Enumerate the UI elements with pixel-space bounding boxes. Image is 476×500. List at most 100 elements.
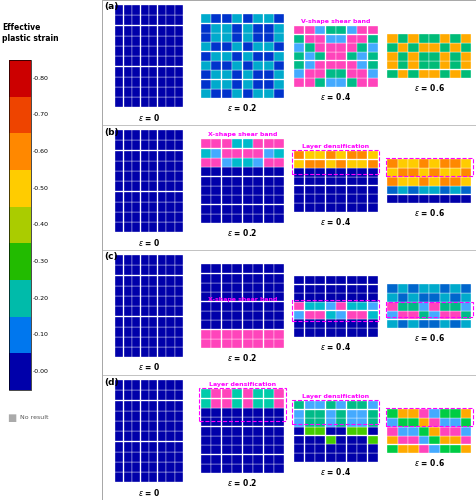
Bar [232,274,242,282]
Bar [253,274,263,282]
Bar [450,160,461,168]
Bar [274,390,284,398]
Bar [367,444,378,453]
Bar [294,427,304,436]
Bar [166,98,175,108]
Bar [211,311,221,320]
Bar [222,158,232,167]
Bar [200,24,211,32]
Bar [222,52,232,61]
Bar [326,427,336,436]
Text: $\varepsilon$ = 0.6: $\varepsilon$ = 0.6 [414,208,445,218]
Bar [253,196,263,204]
Bar [336,410,346,418]
Bar [315,70,325,78]
Bar [398,320,408,328]
Bar [149,421,158,431]
Bar [387,320,397,328]
Bar [357,276,367,284]
Bar [115,161,123,171]
Bar [294,294,304,302]
Bar [132,26,140,36]
Text: $\varepsilon$ = 0.4: $\varepsilon$ = 0.4 [320,466,351,476]
Bar [305,302,315,310]
Bar [294,44,304,52]
Bar [357,418,367,427]
Bar [200,320,211,330]
Bar [419,311,429,320]
Bar [175,182,183,192]
Bar [387,194,397,203]
Bar [367,294,378,302]
Bar [347,203,357,211]
Bar [450,61,461,70]
Bar [200,311,211,320]
Bar [149,452,158,462]
Bar [398,436,408,444]
Bar [140,36,149,46]
Bar [149,390,158,400]
Bar [140,212,149,222]
Bar [336,320,346,328]
Bar [315,60,325,69]
Bar [274,455,284,464]
Text: (a): (a) [105,2,119,12]
Bar [243,148,253,158]
Bar [367,427,378,436]
Bar [175,432,183,442]
Bar [264,24,274,32]
Bar [124,462,132,472]
Bar [166,442,175,452]
Bar [140,16,149,26]
Bar [305,151,315,160]
Bar [175,77,183,87]
Bar [158,400,166,410]
Bar [149,306,158,316]
Bar [140,161,149,171]
Bar [440,427,450,436]
Bar [274,148,284,158]
Bar [336,427,346,436]
Bar [408,427,418,436]
Bar [408,444,418,453]
Bar [408,186,418,194]
Bar [461,436,471,444]
Bar [132,182,140,192]
Bar [115,380,123,390]
Bar [274,398,284,407]
Bar [115,26,123,36]
Bar [166,255,175,265]
Text: No result: No result [20,415,49,420]
Bar [336,436,346,444]
Bar [140,380,149,390]
Bar [315,168,325,177]
Text: -0.70: -0.70 [33,112,49,117]
Bar [326,160,336,168]
Bar [253,426,263,436]
Bar [367,26,378,34]
Bar [408,34,418,43]
Bar [461,177,471,186]
Bar [326,410,336,418]
Bar [222,24,232,32]
Bar [408,410,418,418]
Bar [124,472,132,482]
Bar [243,464,253,473]
Bar [149,255,158,265]
Bar [253,70,263,80]
Bar [419,70,429,78]
Bar [461,168,471,176]
Bar [115,98,123,108]
Bar [149,286,158,296]
Text: -0.00: -0.00 [33,369,49,374]
Bar [367,186,378,194]
Bar [243,264,253,274]
Bar [166,150,175,160]
Bar [211,168,221,176]
Bar [387,177,397,186]
Bar [461,320,471,328]
Bar [408,70,418,78]
Bar [336,160,346,168]
Bar [158,296,166,306]
Bar [367,276,378,284]
